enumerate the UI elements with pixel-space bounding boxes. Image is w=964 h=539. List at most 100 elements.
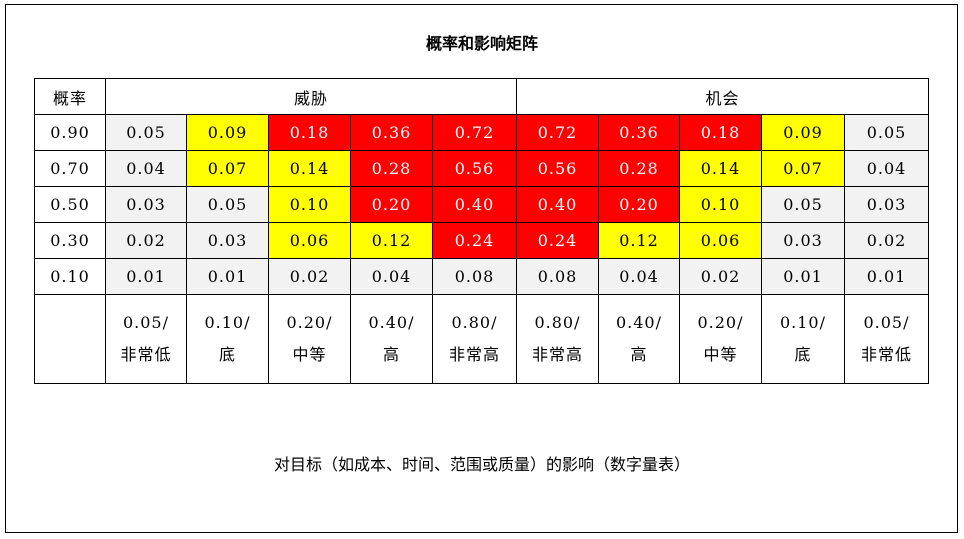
impact-value: 0.40/ [615,313,662,332]
impact-value: 0.10/ [204,313,251,332]
threat-score-cell: 0.05 [105,114,187,151]
impact-cell: 0.20/中等 [268,294,351,384]
opportunity-score-cell: 0.02 [844,222,929,259]
opportunity-score-cell: 0.01 [844,258,929,295]
impact-value: 0.10/ [779,313,826,332]
impact-value: 0.05/ [863,313,910,332]
matrix-row: 0.90 0.05 0.09 0.18 0.36 0.72 0.72 0.36 0.18 0.09… [34,114,929,151]
probability-cell: 0.10 [34,258,106,295]
opportunity-score-cell: 0.72 [516,114,599,151]
threat-score-cell: 0.40 [432,186,517,223]
impact-value: 0.20/ [286,313,333,332]
opportunity-score-cell: 0.36 [598,114,680,151]
threat-score-cell: 0.36 [350,114,433,151]
opportunity-score-cell: 0.14 [679,150,762,187]
threat-score-cell: 0.18 [268,114,351,151]
impact-value: 0.40/ [368,313,415,332]
probability-impact-matrix: 概率 威胁 机会 0.90 0.05 0.09 0.18 0.36 0.72 0.72 0.3… [34,78,929,384]
impact-cell: 0.20/中等 [679,294,762,384]
impact-cell: 0.05/非常低 [844,294,929,384]
impact-label: 非常高 [531,345,583,364]
opportunity-score-cell: 0.08 [516,258,599,295]
threat-header: 威胁 [105,78,517,115]
threat-score-cell: 0.03 [186,222,269,259]
threat-score-cell: 0.01 [186,258,269,295]
threat-score-cell: 0.01 [105,258,187,295]
probability-cell: 0.90 [34,114,106,151]
opportunity-score-cell: 0.09 [761,114,845,151]
opportunity-score-cell: 0.56 [516,150,599,187]
threat-score-cell: 0.02 [105,222,187,259]
impact-label: 中等 [703,345,738,364]
opportunity-score-cell: 0.04 [844,150,929,187]
matrix-row: 0.50 0.03 0.05 0.10 0.20 0.40 0.40 0.20 0.10 0.05… [34,186,929,223]
threat-score-cell: 0.02 [268,258,351,295]
matrix-row: 0.10 0.01 0.01 0.02 0.04 0.08 0.08 0.04 0.02 0.01… [34,258,929,295]
threat-score-cell: 0.56 [432,150,517,187]
opportunity-score-cell: 0.06 [679,222,762,259]
matrix-row: 0.70 0.04 0.07 0.14 0.28 0.56 0.56 0.28 0.14 0.07… [34,150,929,187]
impact-value: 0.20/ [697,313,744,332]
opportunity-score-cell: 0.24 [516,222,599,259]
opportunity-score-cell: 0.40 [516,186,599,223]
opportunity-score-cell: 0.07 [761,150,845,187]
impact-cell: 0.40/高 [350,294,433,384]
impact-cell: 0.40/高 [598,294,680,384]
impact-label: 中等 [292,345,327,364]
impact-label: 底 [218,345,236,364]
matrix-title: 概率和影响矩阵 [425,34,538,53]
opportunity-score-cell: 0.04 [598,258,680,295]
impact-corner-cell [34,294,106,384]
probability-header: 概率 [34,78,106,115]
impact-caption: 对目标（如成本、时间、范围或质量）的影响（数字量表） [273,455,690,474]
header-row: 概率 威胁 机会 [34,78,929,115]
impact-cell: 0.80/非常高 [516,294,599,384]
threat-score-cell: 0.04 [105,150,187,187]
probability-cell: 0.50 [34,186,106,223]
impact-label: 非常高 [448,345,500,364]
opportunity-score-cell: 0.20 [598,186,680,223]
threat-score-cell: 0.28 [350,150,433,187]
impact-value: 0.80/ [451,313,498,332]
opportunity-score-cell: 0.12 [598,222,680,259]
impact-value: 0.80/ [534,313,581,332]
impact-cell: 0.10/底 [186,294,269,384]
opportunity-score-cell: 0.10 [679,186,762,223]
impact-cell: 0.10/底 [761,294,845,384]
impact-label: 非常低 [860,345,912,364]
page-frame [5,4,958,533]
impact-cell: 0.80/非常高 [432,294,517,384]
opportunity-score-cell: 0.05 [761,186,845,223]
opportunity-score-cell: 0.03 [844,186,929,223]
opportunity-score-cell: 0.18 [679,114,762,151]
opportunity-score-cell: 0.05 [844,114,929,151]
threat-score-cell: 0.09 [186,114,269,151]
threat-score-cell: 0.04 [350,258,433,295]
threat-score-cell: 0.06 [268,222,351,259]
opportunity-score-cell: 0.28 [598,150,680,187]
impact-label: 高 [382,345,400,364]
threat-score-cell: 0.03 [105,186,187,223]
threat-score-cell: 0.20 [350,186,433,223]
threat-score-cell: 0.07 [186,150,269,187]
impact-label: 高 [630,345,648,364]
opportunity-score-cell: 0.02 [679,258,762,295]
impact-value: 0.05/ [122,313,169,332]
threat-score-cell: 0.14 [268,150,351,187]
threat-score-cell: 0.72 [432,114,517,151]
impact-cell: 0.05/非常低 [105,294,187,384]
probability-cell: 0.70 [34,150,106,187]
threat-score-cell: 0.05 [186,186,269,223]
matrix-body: 0.90 0.05 0.09 0.18 0.36 0.72 0.72 0.36 0.18 0.09… [34,114,929,295]
impact-row: 0.05/非常低 0.10/底 0.20/中等 0.40/高 0.80/非常高 0.80/… [34,294,929,384]
opportunity-score-cell: 0.01 [761,258,845,295]
opportunity-header: 机会 [516,78,929,115]
opportunity-score-cell: 0.03 [761,222,845,259]
probability-cell: 0.30 [34,222,106,259]
threat-score-cell: 0.10 [268,186,351,223]
matrix-row: 0.30 0.02 0.03 0.06 0.12 0.24 0.24 0.12 0.06 0.03… [34,222,929,259]
impact-label: 非常低 [120,345,172,364]
impact-label: 底 [794,345,812,364]
threat-score-cell: 0.12 [350,222,433,259]
threat-score-cell: 0.24 [432,222,517,259]
